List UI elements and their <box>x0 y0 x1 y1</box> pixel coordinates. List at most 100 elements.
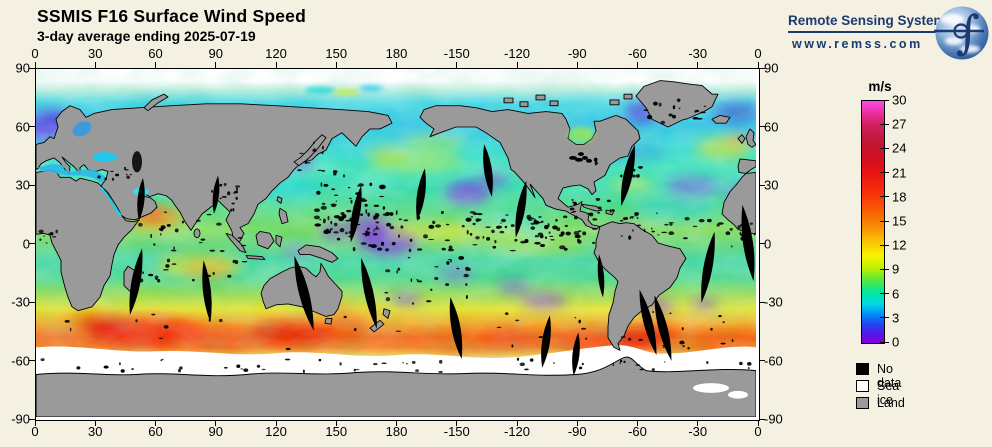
lat-tick-label: -90 <box>11 411 30 427</box>
lat-tick-label: 30 <box>764 177 779 193</box>
lon-tick-label: -120 <box>503 46 531 61</box>
colorbar-tick <box>880 147 889 149</box>
tick-mark <box>335 62 337 68</box>
colorbar-tick <box>880 220 889 222</box>
lon-tick-label: -150 <box>443 46 470 61</box>
lon-tick-label: -30 <box>688 46 708 61</box>
lon-tick-label: -90 <box>567 424 587 439</box>
tick-mark <box>697 420 699 426</box>
tick-mark <box>456 62 458 68</box>
land-masses <box>36 80 756 351</box>
colorbar-tick-label: 9 <box>892 261 900 277</box>
tick-mark <box>29 301 35 303</box>
lon-tick-label: -60 <box>628 46 647 61</box>
colorbar-tick-label: 15 <box>892 213 907 229</box>
legend-swatch <box>856 380 869 392</box>
rss-logo-url[interactable]: www.remss.com <box>792 37 923 51</box>
page-title: SSMIS F16 Surface Wind Speed <box>37 6 306 26</box>
tick-mark <box>456 420 458 426</box>
colorbar-tick-label: 18 <box>892 189 907 205</box>
colorbar-tick-label: 21 <box>892 165 907 181</box>
wind-speed-colorbar <box>861 100 885 344</box>
lon-tick-label: 150 <box>325 46 348 61</box>
tick-mark <box>759 243 765 244</box>
lat-tick-label: 60 <box>15 119 30 134</box>
lat-tick-label: 30 <box>15 177 30 193</box>
tick-mark <box>335 420 337 426</box>
rss-globe-icon: ∫ <box>934 5 989 60</box>
tick-mark <box>215 62 217 68</box>
tick-mark <box>94 420 96 426</box>
tick-mark <box>29 360 35 361</box>
legend-swatch <box>856 397 869 409</box>
lon-tick-label: -90 <box>567 46 587 61</box>
colorbar-tick-label: 24 <box>892 140 907 156</box>
colorbar-unit-label: m/s <box>868 79 892 94</box>
lon-tick-label: 60 <box>148 424 163 439</box>
lon-tick-label: 0 <box>754 46 762 61</box>
tick-mark <box>34 420 36 426</box>
latitude-axis-left: 90 60 30 0 -30 -60 -90 <box>2 61 30 427</box>
world-wind-speed-map <box>35 68 760 421</box>
tick-mark <box>757 420 759 426</box>
legend-label: Land <box>877 396 905 410</box>
tick-mark <box>94 62 96 68</box>
longitude-axis-top: 0 30 60 90 120 150 180 -150 -120 -90 -60 -30 0 <box>31 46 762 62</box>
lat-tick-label: 0 <box>22 236 30 251</box>
lat-tick-label: -90 <box>764 411 783 427</box>
lat-tick-label: -30 <box>764 294 783 310</box>
tick-mark <box>29 126 35 127</box>
lon-tick-label: 180 <box>385 424 408 439</box>
page-subtitle: 3-day average ending 2025-07-19 <box>37 28 256 44</box>
legend-swatch <box>856 363 869 375</box>
tick-mark <box>759 126 765 127</box>
colorbar-tick-label: 3 <box>892 310 900 326</box>
tick-mark <box>697 62 699 68</box>
colorbar-tick-label: 12 <box>892 237 907 253</box>
colorbar-tick <box>880 123 889 125</box>
colorbar-tick <box>880 268 889 270</box>
colorbar-tick-label: 30 <box>892 92 907 108</box>
tick-mark <box>516 62 518 68</box>
tick-mark <box>759 418 765 420</box>
lat-tick-label: 60 <box>764 119 779 134</box>
legend-label: No data <box>877 362 902 390</box>
lon-tick-label: 60 <box>148 46 163 61</box>
longitude-axis-bottom: 0 30 60 90 120 150 180 -150 -120 -90 -60 -30 0 <box>31 424 762 440</box>
lon-tick-label: 120 <box>265 46 287 61</box>
lon-tick-label: -150 <box>443 424 470 439</box>
latitude-axis-right: 90 60 30 0 -30 -60 -90 <box>764 61 794 427</box>
lon-tick-label: -120 <box>503 424 531 439</box>
rss-logo-name[interactable]: Remote Sensing Systems <box>788 13 953 33</box>
tick-mark <box>637 420 638 426</box>
colorbar-tick-label: 6 <box>892 286 900 302</box>
tick-mark <box>275 420 277 426</box>
colorbar-scale: 30 27 24 21 18 15 12 9 6 3 0 <box>861 93 921 350</box>
rss-logo[interactable]: Remote Sensing Systems www.remss.com ∫ <box>788 5 989 60</box>
no-data-swaths <box>129 144 755 376</box>
lon-tick-label: 180 <box>385 46 408 61</box>
tick-mark <box>396 420 397 426</box>
tick-mark <box>29 243 35 244</box>
tick-mark <box>29 67 35 69</box>
colorbar-tick <box>880 293 889 295</box>
lon-tick-label: 30 <box>88 46 103 61</box>
tick-mark <box>215 420 217 426</box>
lon-tick-label: 30 <box>88 424 103 439</box>
legend-label: Sea ice <box>877 379 900 407</box>
tick-mark <box>576 420 578 426</box>
lon-tick-label: -30 <box>688 424 708 439</box>
colorbar-tick <box>880 341 889 343</box>
colorbar-tick <box>880 172 889 174</box>
colorbar-tick <box>880 244 889 246</box>
lon-tick-label: 0 <box>754 424 762 439</box>
tick-mark <box>637 62 638 68</box>
inland-seas <box>38 85 594 217</box>
tick-mark <box>516 420 518 426</box>
lon-tick-label: 0 <box>31 424 39 439</box>
ice-patch <box>728 390 748 399</box>
lat-tick-label: -60 <box>764 353 783 368</box>
ross-sea-ice <box>693 383 729 393</box>
antarctica <box>36 356 756 417</box>
lon-tick-label: 0 <box>31 46 39 61</box>
